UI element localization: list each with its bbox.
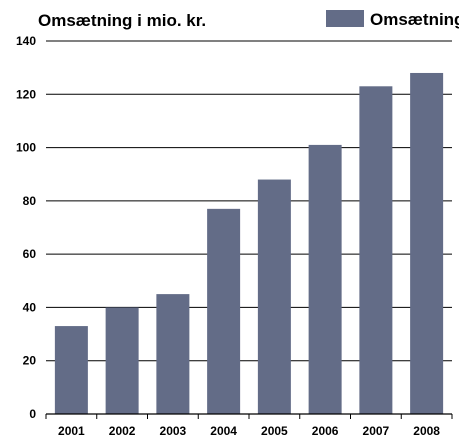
x-tick-label: 2004 (210, 424, 237, 438)
bars (54, 72, 444, 415)
x-tick-label: 2005 (261, 424, 288, 438)
y-tick-label: 60 (23, 247, 37, 261)
y-tick-label: 0 (29, 407, 36, 421)
x-axis (45, 413, 453, 419)
bar-2002 (105, 307, 139, 414)
y-axis-ticks: 0 20 40 60 80 100 120 140 (16, 34, 36, 421)
x-tick-label: 2003 (160, 424, 187, 438)
bar-2003 (156, 294, 190, 414)
x-axis-ticks: 2001 2002 2003 2004 2005 2006 2007 2008 (58, 424, 440, 438)
x-tick-label: 2001 (58, 424, 85, 438)
bar-2006 (308, 144, 342, 414)
y-tick-label: 40 (23, 300, 37, 314)
x-tick-label: 2002 (109, 424, 136, 438)
y-tick-label: 100 (16, 141, 36, 155)
bar-2005 (257, 179, 291, 414)
bar-2004 (207, 208, 241, 414)
x-tick-label: 2006 (312, 424, 339, 438)
bar-2007 (359, 86, 393, 415)
y-tick-label: 80 (23, 194, 37, 208)
y-tick-label: 20 (23, 354, 37, 368)
y-tick-label: 140 (16, 34, 36, 48)
legend-label: Omsætning (370, 10, 459, 29)
x-tick-label: 2008 (413, 424, 440, 438)
y-tick-label: 120 (16, 87, 36, 101)
chart-title: Omsætning i mio. kr. (38, 11, 206, 30)
legend-swatch (326, 10, 364, 27)
bar-2001 (54, 326, 88, 414)
bar-2008 (410, 72, 444, 414)
x-tick-label: 2007 (363, 424, 390, 438)
